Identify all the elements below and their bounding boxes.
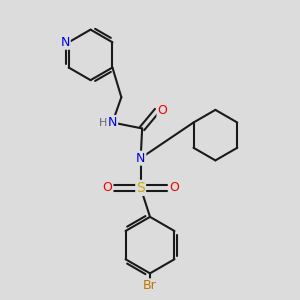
Text: O: O: [158, 104, 167, 117]
Text: N: N: [108, 116, 117, 129]
Text: N: N: [136, 152, 146, 165]
Text: N: N: [60, 36, 70, 49]
Text: H: H: [99, 118, 107, 128]
Text: S: S: [136, 181, 145, 195]
Text: O: O: [102, 182, 112, 194]
Text: O: O: [169, 182, 179, 194]
Text: Br: Br: [143, 279, 157, 292]
